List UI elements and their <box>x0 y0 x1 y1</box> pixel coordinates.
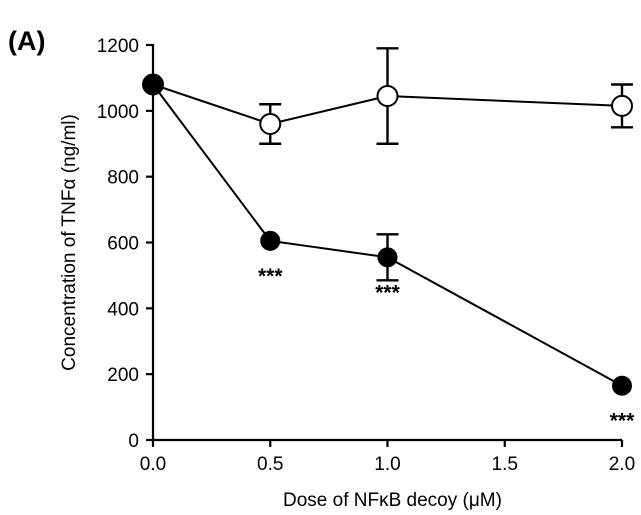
y-tick-label: 800 <box>107 168 139 189</box>
y-tick-label: 400 <box>107 299 139 320</box>
filled-circle-point <box>612 375 632 396</box>
x-tick-label: 1.5 <box>492 454 518 475</box>
axes: 0 200 400 600 800 1000 1200 0.0 0.5 1.0 1.5 2.0 <box>97 36 635 475</box>
series-line <box>152 83 623 126</box>
x-tick-label: 1.0 <box>374 454 400 475</box>
open-circle-point <box>376 85 399 108</box>
open-circle-point <box>611 94 633 117</box>
y-tick-label: 1000 <box>97 102 139 123</box>
x-tick-label: 2.0 <box>609 454 635 475</box>
y-tick-label: 200 <box>107 365 139 386</box>
annotations: *** *** *** <box>258 265 635 433</box>
series-line <box>152 83 623 387</box>
filled-circle-point <box>143 74 163 95</box>
open-circle-point <box>259 113 282 135</box>
significance-stars: *** <box>258 265 283 288</box>
significance-stars: *** <box>610 410 635 433</box>
filled-circle-point <box>377 247 398 268</box>
significance-stars: *** <box>375 281 400 304</box>
panel-label: (A) <box>8 26 45 56</box>
y-tick-label: 1200 <box>97 36 139 57</box>
y-axis-title: Concentration of TNFα (ng/ml) <box>59 114 80 371</box>
x-tick-label: 0.0 <box>140 454 166 475</box>
series-layer <box>142 47 633 396</box>
y-tick-label: 600 <box>107 234 139 255</box>
filled-circle-point <box>260 230 281 251</box>
x-tick-label: 0.5 <box>257 454 283 475</box>
y-tick-label: 0 <box>128 431 139 452</box>
x-axis-title: Dose of NFκB decoy (μM) <box>283 490 502 511</box>
